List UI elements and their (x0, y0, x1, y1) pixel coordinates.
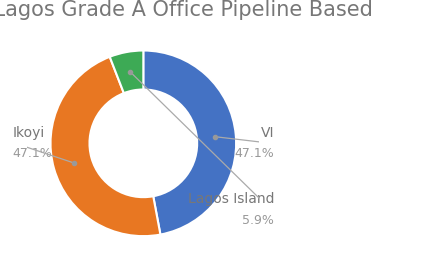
Text: Ikoyi: Ikoyi (12, 126, 45, 140)
Text: VI: VI (261, 126, 274, 140)
Text: Lagos Island: Lagos Island (188, 192, 274, 206)
Wedge shape (110, 51, 143, 93)
Text: 47.1%: 47.1% (12, 147, 52, 160)
Text: Share of Lagos Grade A Office Pipeline Based: Share of Lagos Grade A Office Pipeline B… (0, 0, 373, 20)
Wedge shape (143, 51, 236, 235)
Wedge shape (51, 57, 161, 236)
Text: 5.9%: 5.9% (242, 214, 274, 227)
Text: 47.1%: 47.1% (235, 147, 274, 160)
